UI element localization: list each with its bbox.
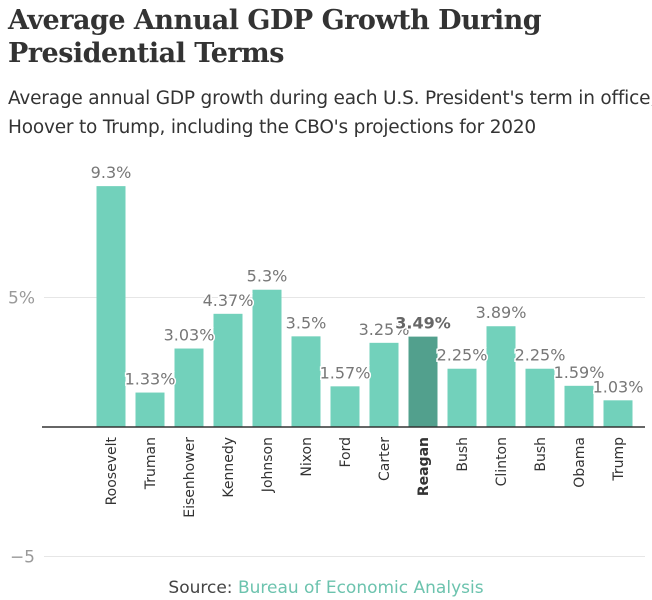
data-label: 1.33% [125, 370, 176, 389]
source-line: Source: Bureau of Economic Analysis [0, 578, 652, 598]
bar [213, 313, 243, 427]
x-tick-label: Clinton [494, 437, 510, 486]
x-tick-label: Roosevelt [104, 436, 120, 505]
data-label: 1.59% [554, 363, 605, 382]
bar [525, 368, 555, 427]
x-tick-label: Obama [572, 437, 588, 488]
x-tick-label: Bush [533, 437, 549, 472]
bar [291, 336, 321, 427]
x-tick-label: Bush [455, 437, 471, 472]
bar [96, 186, 126, 427]
bar [369, 342, 399, 427]
x-tick-label: Nixon [299, 437, 315, 477]
bar [330, 386, 360, 427]
y-tick-label: 5% [8, 289, 35, 309]
data-label: 3.5% [286, 313, 327, 332]
y-tick-label: −5 [10, 548, 35, 568]
bar [174, 348, 204, 427]
bar [447, 368, 477, 427]
data-label: 3.89% [476, 303, 527, 322]
source-link[interactable]: Bureau of Economic Analysis [237, 578, 484, 598]
x-tick-label: Carter [377, 437, 393, 481]
data-label: 3.49% [395, 314, 451, 333]
x-tick-label: Eisenhower [182, 437, 198, 518]
x-tick-label: Reagan [416, 437, 432, 496]
x-tick-label: Johnson [260, 437, 276, 493]
x-tick-label: Kennedy [221, 437, 237, 498]
data-label: 3.03% [164, 326, 215, 345]
bar [408, 336, 438, 427]
bar [486, 326, 516, 427]
data-label: 5.3% [247, 267, 288, 286]
x-tick-label: Truman [143, 437, 159, 490]
data-label: 1.57% [320, 363, 371, 382]
bar [603, 400, 633, 427]
data-label: 4.37% [203, 291, 254, 310]
bar [564, 385, 594, 427]
chart-subtitle: Average annual GDP growth during each U.… [8, 88, 652, 138]
data-label: 2.25% [437, 346, 488, 365]
x-tick-label: Ford [338, 437, 354, 468]
data-label: 2.25% [515, 346, 566, 365]
chart-title: Average Annual GDP Growth During Preside… [8, 5, 542, 69]
data-label: 9.3% [91, 163, 132, 182]
data-label: 1.03% [593, 377, 644, 396]
data-label: 3.25% [359, 320, 410, 339]
bar [252, 289, 282, 427]
bar [135, 392, 165, 427]
source-prefix: Source: [168, 578, 238, 598]
x-tick-label: Trump [611, 437, 627, 482]
